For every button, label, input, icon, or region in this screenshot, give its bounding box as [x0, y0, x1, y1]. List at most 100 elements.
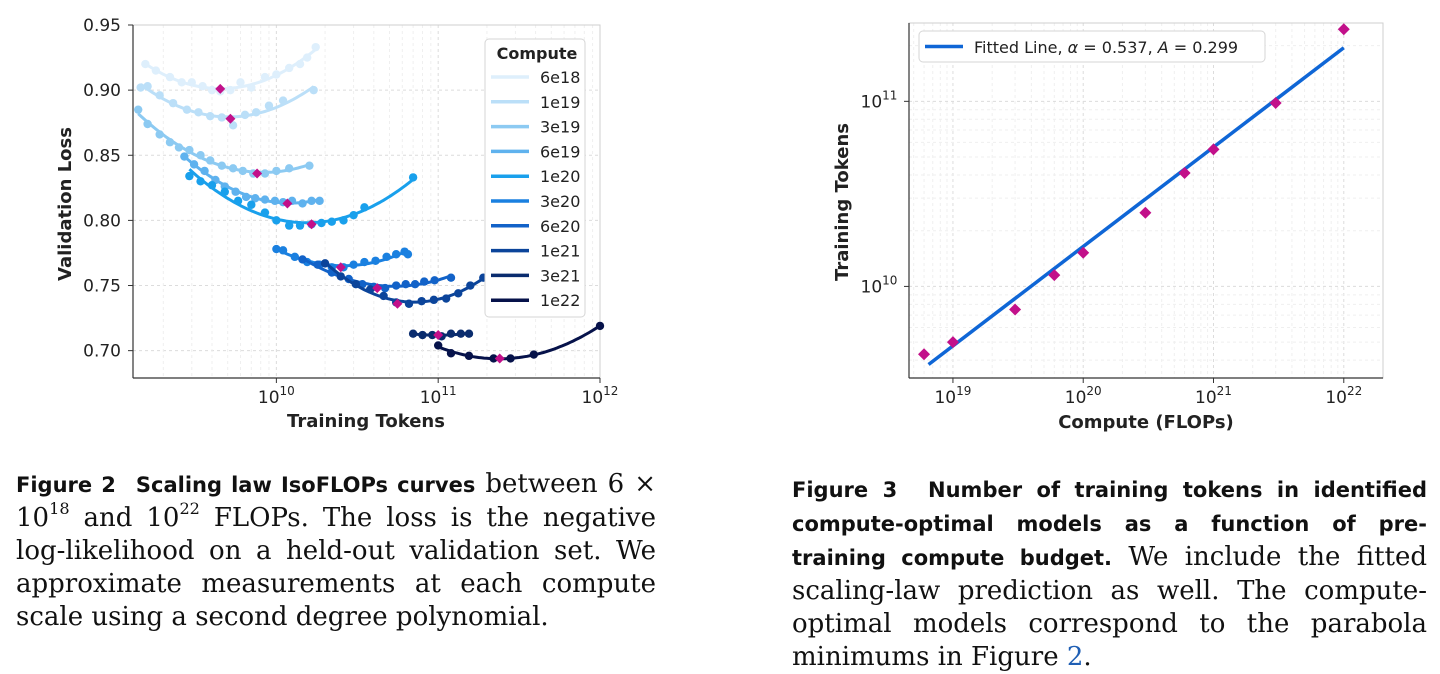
x-tick-label: 1021 — [1195, 384, 1232, 408]
y-tick-label: 0.85 — [83, 146, 121, 166]
data-point — [428, 330, 437, 340]
data-point — [185, 171, 194, 181]
data-point — [247, 83, 256, 92]
data-point — [336, 272, 345, 281]
data-point — [143, 119, 152, 129]
y-axis-label: Training Tokens — [832, 123, 853, 281]
data-point — [418, 330, 427, 340]
y-axis-label: Validation Loss — [55, 127, 76, 281]
data-point — [196, 177, 205, 186]
data-point — [185, 145, 194, 155]
caption-text: between 6 × 10 — [16, 469, 657, 533]
legend-frame — [918, 30, 1266, 63]
optimal-point — [918, 348, 931, 361]
data-point — [349, 260, 358, 269]
data-point — [417, 296, 426, 306]
data-point — [180, 152, 189, 161]
data-point — [207, 85, 217, 95]
data-point — [278, 246, 288, 255]
optimal-point — [1337, 23, 1350, 36]
data-point — [272, 216, 281, 225]
data-point — [339, 216, 348, 225]
x-tick-label: 1019 — [934, 384, 971, 408]
data-point — [200, 166, 209, 176]
caption-label: Figure 2 — [16, 473, 116, 497]
data-point — [351, 280, 361, 289]
optimal-points — [918, 23, 1350, 361]
data-point — [194, 108, 203, 117]
optimum-marker — [433, 330, 444, 341]
legend-label: 1e22 — [540, 291, 580, 310]
y-tick-label: 0.75 — [83, 277, 121, 297]
y-tick-label: 0.95 — [83, 16, 121, 36]
data-point — [141, 59, 150, 69]
data-point — [177, 78, 186, 87]
data-point — [238, 166, 247, 176]
data-point — [260, 72, 270, 82]
data-point — [278, 96, 288, 105]
axes — [908, 23, 1383, 379]
data-point — [360, 203, 369, 212]
x-tick-labels: 1010 1011 1012 — [258, 378, 619, 408]
x-tick-label: 1012 — [582, 384, 619, 408]
optimum-markers — [215, 83, 505, 364]
data-point — [270, 196, 280, 206]
data-point — [311, 42, 320, 52]
legend-label: Fitted Line, α = 0.537, A = 0.299 — [974, 38, 1238, 57]
data-point — [251, 194, 260, 203]
data-point — [260, 169, 270, 178]
legend: Fitted Line, α = 0.537, A = 0.299 — [918, 30, 1266, 63]
data-point — [410, 280, 420, 289]
data-point — [272, 166, 281, 176]
data-point — [464, 351, 474, 361]
data-point — [143, 82, 152, 91]
legend-label: 3e21 — [540, 266, 580, 285]
figure-reference-link[interactable]: 2 — [1066, 642, 1084, 672]
data-point — [309, 85, 318, 95]
data-point — [408, 173, 418, 182]
data-point — [365, 285, 375, 294]
data-point — [206, 111, 215, 121]
data-point — [298, 255, 307, 264]
data-point — [420, 277, 429, 286]
data-point — [284, 63, 294, 73]
y-tick-label: 1010 — [861, 273, 898, 297]
optimal-point — [1207, 143, 1220, 156]
data-point — [529, 350, 539, 359]
data-point — [408, 329, 418, 338]
fitted-line — [927, 46, 1345, 366]
data-point — [290, 252, 300, 262]
y-tick-label: 0.90 — [83, 81, 121, 101]
data-point — [247, 200, 256, 209]
data-point — [168, 98, 178, 108]
optimum-marker — [282, 198, 293, 209]
data-point — [454, 289, 463, 298]
series-6e18 — [141, 42, 320, 96]
data-point — [220, 187, 229, 196]
grid-lines — [909, 23, 1384, 378]
x-tick-label: 1011 — [420, 384, 457, 408]
data-point — [182, 105, 192, 114]
data-point — [404, 299, 414, 308]
data-point — [260, 195, 270, 204]
caption-superscript: 22 — [179, 498, 200, 518]
data-point — [446, 329, 456, 338]
data-point — [231, 187, 240, 196]
data-point — [196, 151, 205, 160]
data-point — [136, 83, 145, 92]
optimal-point — [946, 336, 959, 349]
data-point — [317, 218, 326, 228]
data-point — [305, 161, 314, 170]
caption-label: Figure 3 — [792, 478, 898, 502]
data-point — [441, 294, 451, 303]
caption-title: Number of training tokens in identified … — [792, 478, 1428, 570]
series-1e22 — [433, 321, 605, 363]
x-axis-label: Compute (FLOPs) — [1058, 412, 1234, 433]
data-point — [264, 101, 274, 110]
optimal-point — [1048, 269, 1061, 282]
caption-text: . — [1083, 642, 1092, 672]
y-tick-label: 0.70 — [83, 342, 121, 362]
data-point — [307, 196, 316, 206]
caption-superscript: 18 — [49, 498, 70, 518]
fitted-line-path — [927, 46, 1345, 366]
